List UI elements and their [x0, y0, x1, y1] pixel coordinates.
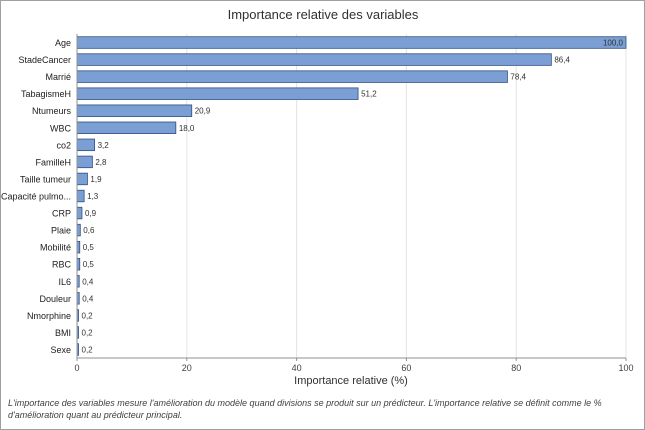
value-label: 51,2: [361, 90, 377, 99]
value-label: 86,4: [554, 56, 570, 65]
category-label: CRP: [52, 209, 71, 219]
category-label: Douleur: [39, 294, 71, 304]
value-label: 78,4: [510, 73, 526, 82]
category-label: Capacité pulmo...: [1, 192, 71, 202]
x-tick-labels: 0 20 40 60 80 100: [74, 358, 634, 373]
x-tick-label: 20: [182, 363, 192, 373]
bar: [76, 189, 85, 203]
category-label: Ntumeurs: [32, 106, 72, 116]
value-label: 1,9: [90, 175, 102, 184]
value-label: 0,5: [83, 260, 95, 269]
chart-title: Importance relative des variables: [228, 7, 419, 22]
value-label: 0,4: [82, 294, 94, 303]
category-label: Age: [55, 38, 71, 48]
value-label: 0,2: [82, 345, 94, 354]
value-label: 0,5: [83, 243, 95, 252]
value-label: 0,6: [83, 226, 95, 235]
x-tick-label: 80: [511, 363, 521, 373]
value-label: 0,2: [82, 311, 94, 320]
x-axis-label: Importance relative (%): [294, 375, 408, 387]
bar: [76, 121, 177, 134]
importance-bar-chart: Importance relative des variables Age Sta…: [1, 7, 634, 387]
bar: [76, 155, 93, 169]
bar: [76, 53, 552, 66]
footnote: L'importance des variables mesure l'amél…: [8, 398, 602, 420]
value-labels: 100,0 86,4 78,4 51,2 20,918,0 3,2 2,8 1,9 1,3 0,9…: [82, 39, 624, 355]
x-tick-label: 40: [292, 363, 302, 373]
value-label: 0,4: [82, 277, 94, 286]
value-label: 1,3: [87, 192, 99, 201]
bar: [76, 70, 508, 83]
x-tick-label: 60: [401, 363, 411, 373]
category-label: co2: [56, 140, 71, 150]
category-label: Sexe: [50, 345, 71, 355]
bar: [76, 206, 83, 220]
x-tick-label: 0: [74, 363, 79, 373]
bar: [76, 138, 95, 152]
bars-group: [76, 36, 627, 356]
value-label: 2,8: [95, 158, 107, 167]
bar: [76, 172, 88, 186]
category-label: BMI: [55, 328, 71, 338]
category-label: TabagismeH: [21, 89, 71, 99]
bar: [76, 36, 627, 49]
category-label: WBC: [50, 123, 71, 133]
value-label: 0,2: [82, 328, 94, 337]
category-label: FamilleH: [35, 157, 71, 167]
value-label: 100,0: [603, 39, 624, 48]
bar: [76, 87, 359, 100]
category-label: Marrié: [45, 72, 71, 82]
category-label: Taille tumeur: [20, 174, 71, 184]
value-label: 20,9: [195, 107, 211, 116]
category-labels: Age StadeCancer Marrié TabagismeH Ntumeurs WB…: [1, 38, 71, 355]
category-label: Nmorphine: [27, 311, 71, 321]
category-label: StadeCancer: [18, 55, 71, 65]
category-label: IL6: [58, 277, 71, 287]
category-label: Plaie: [51, 226, 71, 236]
category-label: RBC: [52, 260, 72, 270]
value-label: 18,0: [179, 124, 195, 133]
value-label: 3,2: [98, 141, 110, 150]
value-label: 0,9: [85, 209, 97, 218]
category-label: Mobilité: [40, 243, 71, 253]
x-tick-label: 100: [618, 363, 633, 373]
bar: [76, 104, 193, 117]
